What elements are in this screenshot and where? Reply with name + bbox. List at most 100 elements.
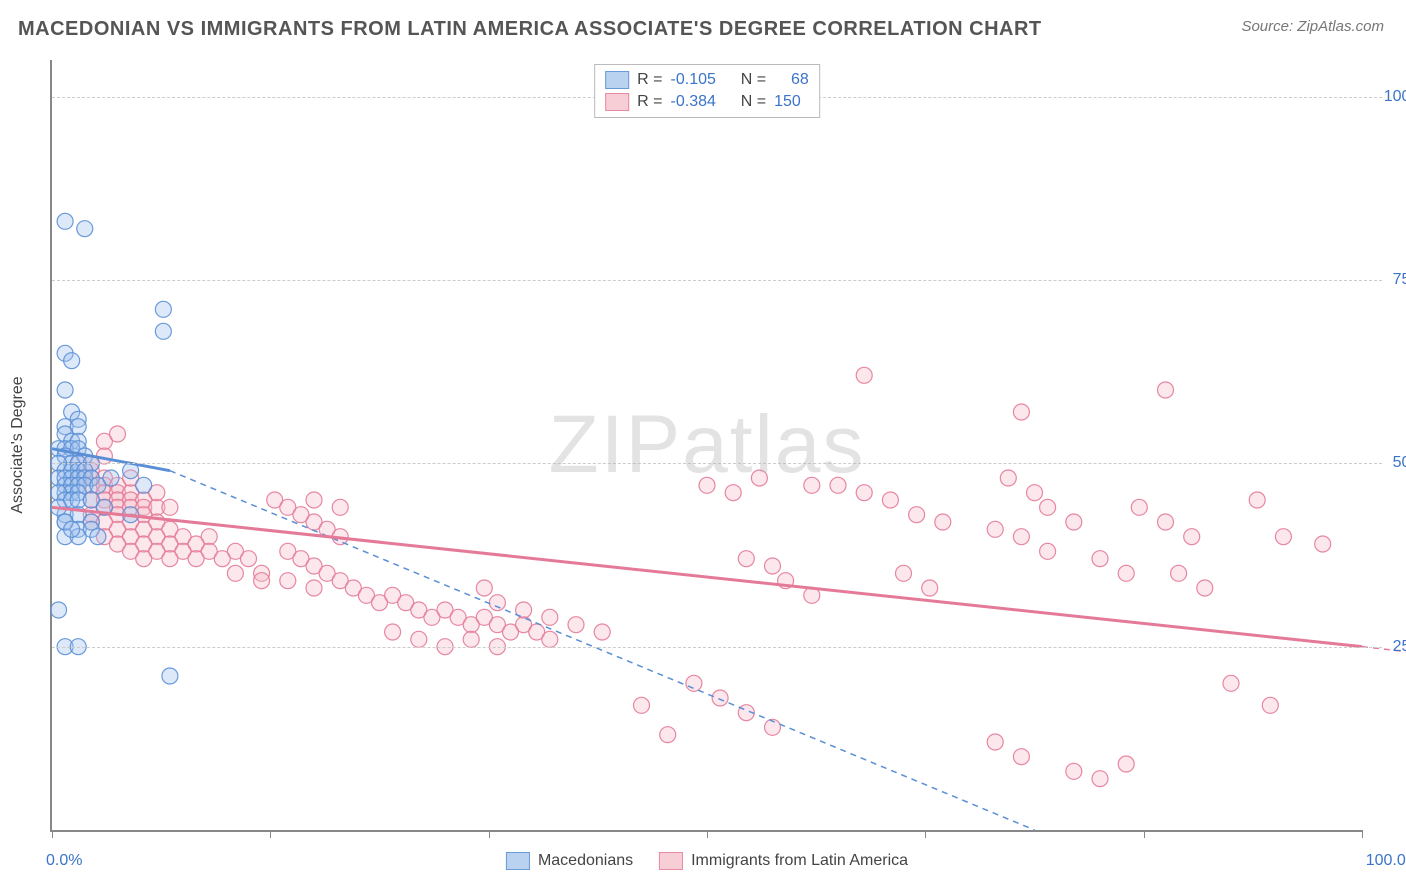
stats-row-0: R = -0.105 N = 68	[605, 69, 809, 91]
data-point	[227, 565, 243, 581]
data-point	[136, 477, 152, 493]
data-point	[1013, 749, 1029, 765]
data-point	[411, 631, 427, 647]
y-tick-label: 100.0%	[1368, 88, 1406, 106]
x-tick	[489, 830, 490, 838]
data-point	[856, 367, 872, 383]
legend-swatch-macedonians	[506, 852, 530, 870]
x-tick	[270, 830, 271, 838]
gridline	[52, 647, 1382, 648]
data-point	[542, 609, 558, 625]
data-point	[64, 521, 80, 537]
data-point	[922, 580, 938, 596]
data-point	[660, 727, 676, 743]
data-point	[103, 470, 119, 486]
swatch-macedonians	[605, 71, 629, 89]
data-point	[1223, 675, 1239, 691]
data-point	[1000, 470, 1016, 486]
data-point	[634, 697, 650, 713]
data-point	[463, 631, 479, 647]
data-point	[280, 573, 296, 589]
trend-line-dashed	[170, 471, 1035, 830]
data-point	[1066, 763, 1082, 779]
y-tick-label: 50.0%	[1368, 454, 1406, 472]
data-point	[155, 301, 171, 317]
x-tick	[1144, 830, 1145, 838]
data-point	[162, 499, 178, 515]
data-point	[738, 551, 754, 567]
data-point	[214, 551, 230, 567]
data-point	[1158, 514, 1174, 530]
data-point	[935, 514, 951, 530]
data-point	[77, 221, 93, 237]
data-point	[57, 382, 73, 398]
data-point	[1118, 565, 1134, 581]
data-point	[882, 492, 898, 508]
data-point	[136, 551, 152, 567]
data-point	[1066, 514, 1082, 530]
data-point	[1275, 529, 1291, 545]
data-point	[1171, 565, 1187, 581]
data-point	[1131, 499, 1147, 515]
data-point	[155, 323, 171, 339]
data-point	[1092, 771, 1108, 787]
data-point	[1315, 536, 1331, 552]
swatch-latin-america	[605, 93, 629, 111]
data-point	[1040, 499, 1056, 515]
data-point	[476, 580, 492, 596]
stats-row-1: R = -0.384 N = 150	[605, 91, 809, 113]
plot-area: Associate's Degree ZIPatlas R = -0.105 N…	[50, 60, 1362, 832]
data-point	[1197, 580, 1213, 596]
data-point	[1184, 529, 1200, 545]
data-point	[385, 624, 401, 640]
data-point	[1262, 697, 1278, 713]
legend-item-macedonians: Macedonians	[506, 852, 633, 870]
stats-legend: R = -0.105 N = 68 R = -0.384 N = 150	[594, 64, 820, 118]
data-point	[751, 470, 767, 486]
data-point	[162, 668, 178, 684]
data-point	[712, 690, 728, 706]
data-point	[909, 507, 925, 523]
chart-title: MACEDONIAN VS IMMIGRANTS FROM LATIN AMER…	[18, 18, 1042, 41]
data-point	[57, 213, 73, 229]
data-point	[987, 734, 1003, 750]
data-point	[306, 580, 322, 596]
data-point	[110, 426, 126, 442]
data-point	[830, 477, 846, 493]
data-point	[725, 485, 741, 501]
data-point	[1092, 551, 1108, 567]
x-axis-max-label: 100.0%	[1366, 852, 1406, 870]
gridline	[52, 463, 1382, 464]
data-point	[804, 477, 820, 493]
data-point	[1040, 543, 1056, 559]
data-point	[64, 353, 80, 369]
data-point	[594, 624, 610, 640]
data-point	[254, 573, 270, 589]
bottom-legend: Macedonians Immigrants from Latin Americ…	[506, 852, 908, 870]
data-point	[306, 492, 322, 508]
data-point	[1027, 485, 1043, 501]
y-tick-label: 25.0%	[1368, 638, 1406, 656]
data-point	[162, 551, 178, 567]
data-point	[987, 521, 1003, 537]
data-point	[51, 602, 67, 618]
data-point	[90, 529, 106, 545]
data-point	[542, 631, 558, 647]
data-point	[489, 595, 505, 611]
data-point	[856, 485, 872, 501]
data-point	[1118, 756, 1134, 772]
x-tick	[707, 830, 708, 838]
x-tick	[1362, 830, 1363, 838]
data-point	[896, 565, 912, 581]
legend-item-latin-america: Immigrants from Latin America	[659, 852, 908, 870]
source-attribution: Source: ZipAtlas.com	[1241, 18, 1384, 35]
data-point	[188, 551, 204, 567]
data-point	[699, 477, 715, 493]
legend-swatch-latin-america	[659, 852, 683, 870]
data-point	[765, 558, 781, 574]
data-point	[241, 551, 257, 567]
data-point	[1158, 382, 1174, 398]
x-axis-min-label: 0.0%	[46, 852, 82, 870]
data-point	[332, 499, 348, 515]
chart-svg	[52, 60, 1362, 830]
